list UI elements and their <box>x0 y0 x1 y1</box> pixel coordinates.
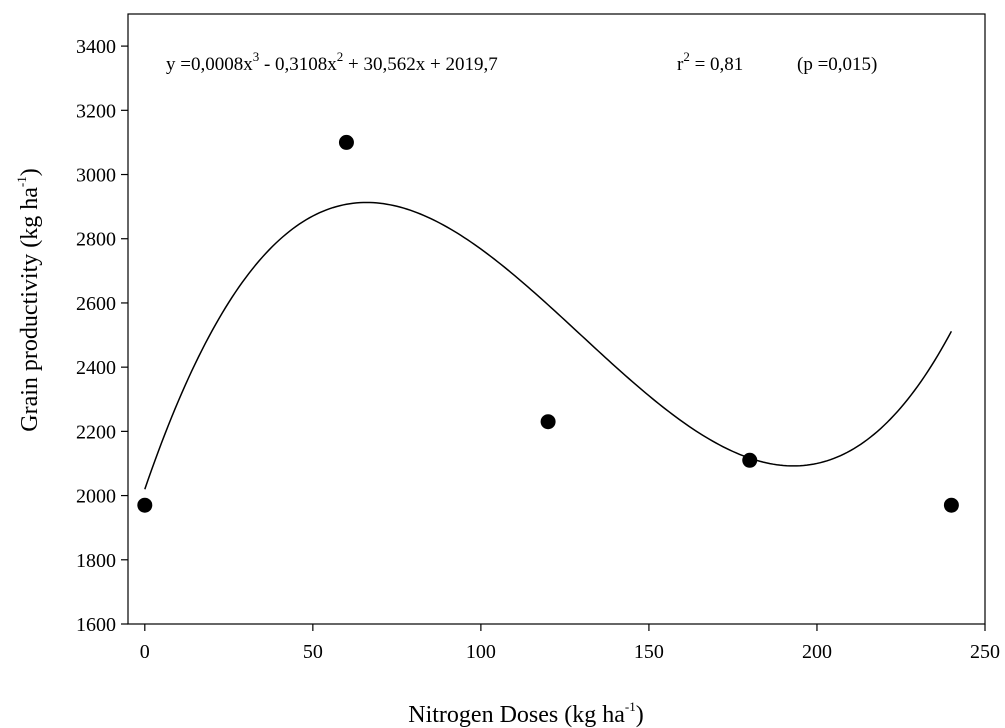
x-axis-title: Nitrogen Doses (kg ha-1) <box>408 699 643 728</box>
x-axis: 0 50 100 150 200 250 <box>140 624 1000 663</box>
y-tick-label: 2600 <box>76 293 116 315</box>
y-tick-label: 3200 <box>76 100 116 122</box>
x-tick-label: 250 <box>970 641 1000 663</box>
y-tick-label: 2400 <box>76 357 116 379</box>
fit-curve <box>144 201 953 490</box>
data-points <box>137 134 959 513</box>
y-tick-label: 2800 <box>76 229 116 251</box>
y-tick-label: 3400 <box>76 36 116 58</box>
y-tick-label: 2200 <box>76 421 116 443</box>
x-tick-label: 50 <box>303 641 323 663</box>
equation-annotation: y =0,0008x3 - 0,3108x2 + 30,562x + 2019,… <box>166 49 498 75</box>
x-tick-label: 100 <box>466 641 496 663</box>
data-point <box>943 497 959 513</box>
y-axis-title: Grain productivity (kg ha-1) <box>14 168 43 431</box>
y-tick-label: 3000 <box>76 165 116 187</box>
data-point <box>137 497 153 513</box>
y-tick-label: 2000 <box>76 486 116 508</box>
x-tick-label: 200 <box>802 641 832 663</box>
data-point <box>540 414 556 430</box>
x-tick-label: 0 <box>140 641 150 663</box>
data-point <box>742 452 758 468</box>
data-point <box>338 134 354 150</box>
plot-frame <box>127 13 986 625</box>
x-tick-label: 150 <box>634 641 664 663</box>
p-value-annotation: (p =0,015) <box>797 54 877 75</box>
y-tick-label: 1800 <box>76 550 116 572</box>
y-tick-label: 1600 <box>76 614 116 636</box>
y-axis: 1600 1800 2000 2200 2400 2600 2800 3000 3200 3400 <box>76 36 128 636</box>
r2-annotation: r2 = 0,81 <box>677 49 743 75</box>
